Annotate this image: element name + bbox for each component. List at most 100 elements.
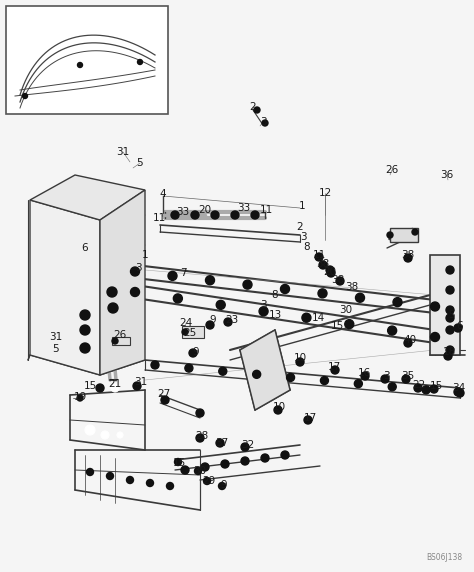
- Text: 31: 31: [134, 377, 147, 387]
- Circle shape: [174, 459, 182, 466]
- Circle shape: [446, 314, 454, 322]
- Circle shape: [315, 253, 323, 261]
- Circle shape: [251, 211, 259, 219]
- Circle shape: [146, 479, 154, 487]
- Circle shape: [206, 321, 214, 329]
- Circle shape: [414, 384, 422, 392]
- Text: 1: 1: [142, 250, 148, 260]
- Circle shape: [201, 463, 209, 471]
- Text: 10: 10: [293, 353, 307, 363]
- Text: 26: 26: [385, 165, 399, 175]
- Text: 5: 5: [449, 310, 456, 320]
- Text: 18: 18: [442, 347, 456, 357]
- Text: 15: 15: [83, 381, 97, 391]
- Circle shape: [454, 388, 462, 396]
- Circle shape: [224, 318, 232, 326]
- Text: 31: 31: [49, 332, 63, 342]
- Text: 6: 6: [456, 321, 463, 331]
- Circle shape: [112, 338, 118, 344]
- Circle shape: [430, 385, 438, 393]
- Text: 17: 17: [328, 362, 341, 372]
- Text: 25: 25: [183, 328, 197, 338]
- Circle shape: [191, 211, 199, 219]
- Text: 20: 20: [199, 205, 211, 215]
- Text: 3: 3: [300, 232, 306, 242]
- Circle shape: [107, 287, 117, 297]
- Circle shape: [130, 288, 139, 296]
- Circle shape: [173, 294, 182, 303]
- Text: 5: 5: [53, 344, 59, 354]
- Circle shape: [393, 297, 402, 307]
- Text: 3: 3: [135, 263, 141, 273]
- Circle shape: [254, 107, 260, 113]
- Text: 6: 6: [82, 243, 88, 253]
- Circle shape: [422, 386, 430, 394]
- Text: 38: 38: [316, 259, 329, 269]
- Circle shape: [196, 434, 204, 442]
- Circle shape: [77, 395, 83, 401]
- Text: 38: 38: [331, 275, 345, 285]
- Text: 21: 21: [109, 379, 122, 389]
- Circle shape: [137, 59, 143, 65]
- Text: 7: 7: [180, 268, 186, 278]
- Circle shape: [168, 271, 177, 280]
- Circle shape: [262, 120, 268, 126]
- Circle shape: [404, 339, 412, 347]
- Text: 19: 19: [73, 392, 87, 402]
- Polygon shape: [240, 330, 290, 410]
- Circle shape: [446, 346, 454, 354]
- Circle shape: [319, 261, 327, 269]
- Text: 24: 24: [179, 318, 192, 328]
- Circle shape: [281, 284, 290, 293]
- Circle shape: [203, 478, 210, 484]
- Text: 4: 4: [160, 189, 166, 199]
- Text: 16: 16: [357, 368, 371, 378]
- Text: 3: 3: [260, 300, 266, 310]
- Circle shape: [80, 310, 90, 320]
- Circle shape: [430, 332, 439, 341]
- Circle shape: [446, 266, 454, 274]
- Text: 2: 2: [297, 222, 303, 232]
- Circle shape: [304, 416, 312, 424]
- Circle shape: [117, 432, 123, 438]
- Text: BS06J138: BS06J138: [426, 553, 462, 562]
- Text: 9: 9: [221, 480, 228, 490]
- Circle shape: [219, 483, 226, 490]
- Text: 32: 32: [241, 440, 255, 450]
- Circle shape: [327, 269, 335, 277]
- Circle shape: [80, 325, 90, 335]
- Circle shape: [221, 460, 229, 468]
- Text: 28: 28: [195, 431, 209, 441]
- Circle shape: [85, 425, 95, 435]
- Text: 27: 27: [157, 389, 171, 399]
- Circle shape: [296, 358, 304, 366]
- Circle shape: [287, 374, 294, 382]
- Polygon shape: [30, 200, 100, 375]
- Circle shape: [241, 443, 249, 451]
- Text: 11: 11: [152, 213, 165, 223]
- Bar: [430, 255, 460, 355]
- Circle shape: [78, 62, 82, 67]
- Text: 33: 33: [237, 203, 251, 213]
- Text: 31: 31: [117, 147, 129, 157]
- Circle shape: [181, 466, 189, 474]
- Circle shape: [107, 472, 113, 479]
- Circle shape: [196, 409, 204, 417]
- Text: 37: 37: [215, 438, 228, 448]
- Circle shape: [216, 439, 224, 447]
- Circle shape: [331, 366, 339, 374]
- Circle shape: [381, 375, 389, 383]
- Circle shape: [326, 266, 334, 274]
- Text: 2: 2: [250, 102, 256, 112]
- Circle shape: [402, 375, 410, 383]
- Text: 9: 9: [193, 347, 199, 357]
- Circle shape: [345, 320, 354, 329]
- Circle shape: [454, 324, 462, 332]
- Circle shape: [185, 364, 193, 372]
- Text: 34: 34: [452, 383, 465, 393]
- Circle shape: [219, 367, 227, 375]
- Circle shape: [189, 349, 197, 357]
- Circle shape: [412, 229, 418, 235]
- Bar: [182, 326, 204, 338]
- Circle shape: [161, 396, 169, 404]
